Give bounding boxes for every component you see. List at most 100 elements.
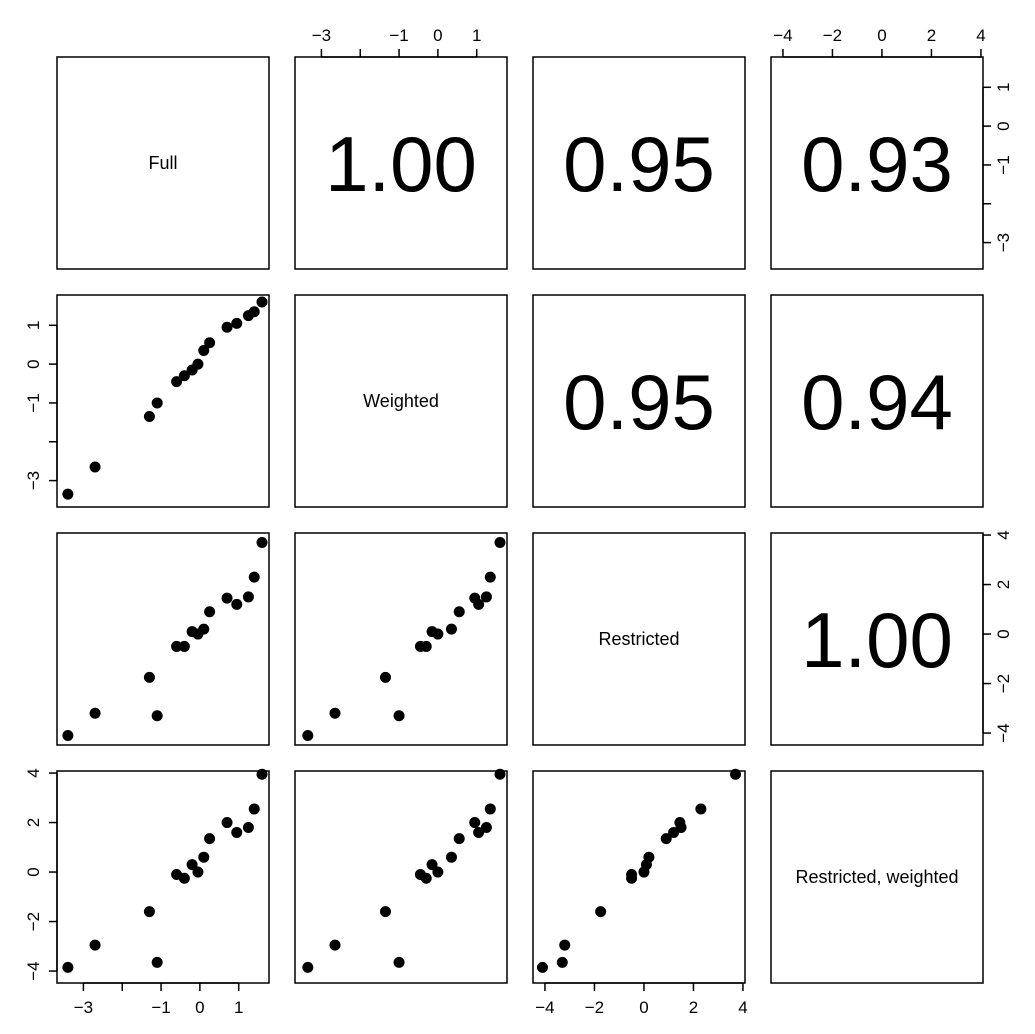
y-tick-label: −2 (994, 674, 1013, 693)
panel-frame-r3-c0 (56, 770, 270, 984)
data-point (393, 710, 405, 722)
x-tick-label: 4 (976, 26, 985, 45)
correlation-label: 0.95 (563, 120, 715, 208)
data-point (143, 671, 155, 683)
data-point (256, 768, 268, 780)
data-point (151, 710, 163, 722)
data-point (695, 803, 707, 815)
variable-label: Weighted (363, 391, 439, 411)
panel-frame-r1-c3 (770, 294, 984, 508)
data-point (178, 370, 190, 382)
correlation-label: 1.00 (801, 596, 953, 684)
correlation-label: 1.00 (325, 120, 477, 208)
x-tick-label: 1 (472, 26, 481, 45)
data-point (595, 906, 607, 918)
data-point (256, 536, 268, 548)
y-tick-label: 1 (994, 83, 1013, 92)
y-tick-label: −4 (994, 723, 1013, 742)
data-point (178, 640, 190, 652)
y-tick-label: 0 (24, 867, 43, 876)
data-point (178, 872, 190, 884)
data-point (432, 628, 444, 640)
data-point (660, 833, 672, 845)
panel-frame-r2-c1 (294, 532, 508, 746)
data-point (393, 956, 405, 968)
x-tick-label: −3 (74, 998, 93, 1017)
panel-frame-r0-c0 (56, 56, 270, 270)
y-tick-label: 2 (24, 818, 43, 827)
data-point (480, 591, 492, 603)
data-point (62, 488, 74, 500)
panel-frame-r3-c1 (294, 770, 508, 984)
y-tick-label: −3 (994, 233, 1013, 252)
data-point (484, 571, 496, 583)
data-point (420, 640, 432, 652)
y-tick-label: 1 (24, 321, 43, 330)
data-point (62, 961, 74, 973)
data-point (186, 859, 198, 871)
x-tick-label: −4 (773, 26, 792, 45)
data-point (379, 906, 391, 918)
data-point (242, 822, 254, 833)
variable-label: Full (148, 153, 177, 173)
x-tick-label: −2 (823, 26, 842, 45)
data-point (494, 768, 506, 780)
x-tick-label: 0 (877, 26, 886, 45)
data-point (171, 640, 183, 652)
y-tick-label: −1 (994, 155, 1013, 174)
y-tick-label: 0 (994, 629, 1013, 638)
panel-frame-r1-c2 (532, 294, 746, 508)
data-point (494, 536, 506, 548)
x-tick-label: 0 (195, 998, 204, 1017)
x-tick-label: 4 (738, 998, 747, 1017)
data-point (626, 872, 638, 884)
data-point (559, 939, 571, 951)
data-point (536, 961, 548, 973)
data-point (445, 851, 457, 863)
y-tick-label: 2 (994, 580, 1013, 589)
data-point (638, 866, 650, 878)
panel-frame-r2-c2 (532, 532, 746, 746)
data-point (151, 397, 163, 409)
y-tick-label: 4 (24, 768, 43, 777)
data-point (329, 707, 341, 719)
panel-frame-r0-c2 (532, 56, 746, 270)
data-point (643, 851, 655, 863)
y-tick-label: 4 (994, 530, 1013, 539)
data-point (248, 306, 260, 318)
data-point (198, 851, 210, 863)
data-point (302, 730, 314, 742)
data-point (432, 866, 444, 878)
y-tick-label: −3 (24, 471, 43, 490)
data-point (221, 321, 233, 333)
data-point (473, 598, 485, 610)
data-point (192, 866, 204, 878)
data-point (730, 768, 742, 780)
data-point (198, 345, 210, 357)
data-point (256, 296, 268, 308)
y-tick-label: −2 (24, 912, 43, 931)
data-point (143, 906, 155, 918)
x-tick-label: 2 (927, 26, 936, 45)
data-point (204, 606, 216, 618)
data-point (231, 598, 243, 610)
correlation-label: 0.95 (563, 358, 715, 446)
data-point (89, 939, 101, 951)
data-point (453, 833, 465, 845)
data-point (198, 623, 210, 635)
data-point (302, 961, 314, 973)
x-tick-label: −4 (535, 998, 554, 1017)
data-point (221, 817, 233, 829)
panel-frame-r3-c2 (532, 770, 746, 984)
data-point (420, 872, 432, 884)
data-point (231, 317, 243, 329)
data-point (453, 606, 465, 618)
data-point (151, 956, 163, 968)
data-point (248, 803, 260, 815)
variable-label: Restricted, weighted (795, 867, 958, 887)
data-point (469, 817, 481, 829)
x-tick-label: −1 (151, 998, 170, 1017)
data-point (204, 337, 216, 349)
data-point (484, 803, 496, 815)
data-point (675, 822, 687, 833)
